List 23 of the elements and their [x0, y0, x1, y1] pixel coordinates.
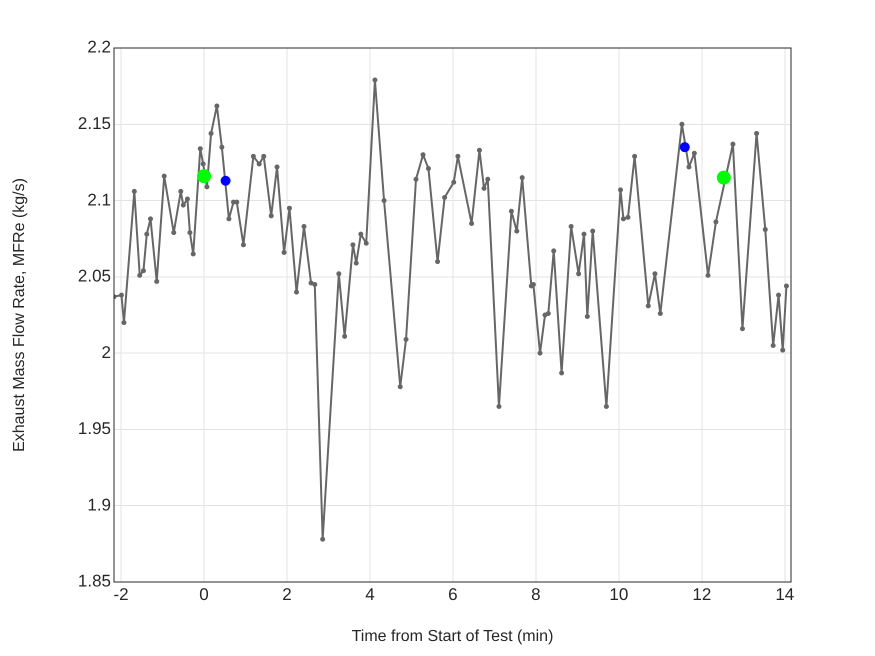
x-tick-label: 14 [775, 584, 794, 604]
y-tick-label: 2.2 [87, 38, 111, 57]
y-axis-title: Exhaust Mass Flow Rate, MFRe (kg/s) [11, 178, 28, 452]
y-tick-label: 2 [102, 342, 111, 362]
y-tick-label: 2.1 [87, 190, 111, 210]
y-tick-label: 1.95 [78, 419, 111, 438]
x-tick-label: 0 [199, 584, 209, 604]
point [716, 170, 731, 185]
x-tick-label: 4 [365, 584, 375, 604]
point [680, 142, 690, 152]
x-tick-label: 10 [609, 584, 628, 604]
point [197, 169, 212, 184]
x-tick-label: 8 [531, 584, 541, 604]
x-tick-label: -2 [113, 584, 129, 604]
x-tick-label: 6 [448, 584, 458, 604]
y-tick-label: 2.05 [78, 266, 111, 286]
x-tick-label: 2 [282, 584, 292, 604]
x-axis-title: Time from Start of Test (min) [352, 628, 554, 645]
x-tick-label: 12 [692, 584, 712, 604]
point [220, 176, 231, 186]
y-tick-label: 1.9 [87, 495, 111, 514]
y-tick-label: 2.15 [78, 114, 111, 133]
y-tick-label: 1.85 [78, 572, 111, 591]
